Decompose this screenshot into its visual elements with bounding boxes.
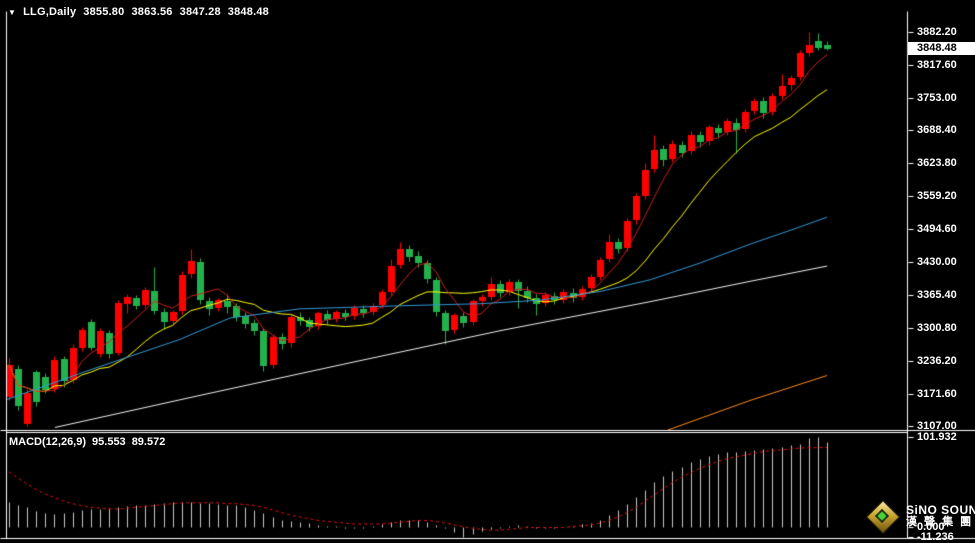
quote-line: ▼ LLG,Daily 3855.80 3863.56 3847.28 3848… — [8, 6, 276, 18]
quote-open: 3855.80 — [83, 6, 125, 18]
symbol-name: LLG,Daily — [23, 6, 77, 18]
current-price-tag: 3848.48 — [908, 42, 975, 55]
price-tick-label: 3817.60 — [917, 59, 957, 71]
sinosound-gem-icon — [862, 497, 902, 535]
price-tick-label: 3107.00 — [917, 420, 957, 432]
price-tick-label: 3623.80 — [917, 157, 957, 169]
price-tick-label: 3300.80 — [917, 322, 957, 334]
price-tick-label: 3882.20 — [917, 26, 957, 38]
price-tick-label: 3559.20 — [917, 190, 957, 202]
price-tick-label: 3753.00 — [917, 92, 957, 104]
macd-signal-value: 89.572 — [131, 436, 166, 448]
sinosound-logo: SiNO SOUND 漢 聲 集 團 — [862, 497, 975, 535]
macd-name: MACD(12,26,9) — [9, 436, 87, 448]
symbol-dropdown-arrow[interactable]: ▼ — [8, 7, 17, 17]
macd-indicator-label: MACD(12,26,9) 95.553 89.572 — [9, 436, 171, 448]
price-tick-label: 3494.60 — [917, 223, 957, 235]
price-tick-label: 3430.00 — [917, 256, 957, 268]
macd-tick-label: -11.236 — [917, 531, 954, 543]
logo-text-en: SiNO SOUND — [906, 503, 975, 517]
price-tick-label: 3171.60 — [917, 388, 957, 400]
quote-low: 3847.28 — [179, 6, 221, 18]
price-tick-label: 3688.40 — [917, 124, 957, 136]
quote-high: 3863.56 — [131, 6, 173, 18]
logo-text-cn: 漢 聲 集 團 — [906, 516, 974, 528]
macd-tick-label: 101.932 — [917, 431, 957, 443]
macd-main-value: 95.553 — [92, 436, 126, 448]
quote-close: 3848.48 — [227, 6, 269, 18]
price-tick-label: 3236.20 — [917, 355, 957, 367]
price-tick-label: 3365.40 — [917, 289, 957, 301]
macd-tick-label: 0.000 — [917, 521, 945, 533]
